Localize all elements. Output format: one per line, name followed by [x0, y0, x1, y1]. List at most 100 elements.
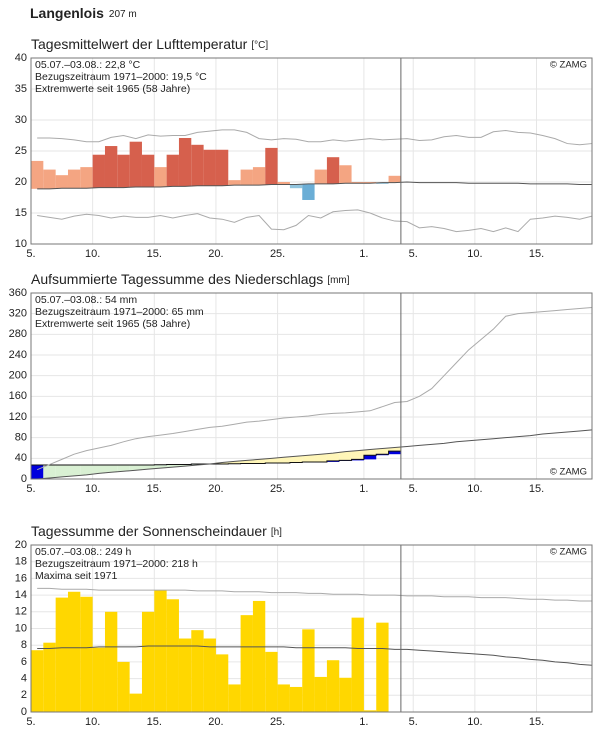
- x-tick-label: 5.: [26, 483, 35, 495]
- difference-area: [277, 457, 290, 463]
- difference-area: [154, 464, 167, 469]
- bar: [191, 144, 204, 186]
- bar: [80, 596, 93, 712]
- bar: [351, 182, 364, 184]
- y-tick-label: 40: [15, 452, 27, 464]
- y-tick-label: 35: [15, 83, 27, 95]
- bar: [154, 167, 167, 187]
- bar: [154, 590, 167, 712]
- difference-area: [339, 451, 352, 461]
- y-tick-label: 40: [15, 52, 27, 64]
- summary-note: Bezugszeitraum 1971–2000: 65 mm: [35, 306, 204, 318]
- difference-area: [265, 458, 278, 463]
- difference-area: [92, 465, 105, 474]
- bar: [215, 149, 229, 186]
- daily-increment: [31, 465, 44, 479]
- bar: [31, 160, 44, 189]
- y-tick-label: 160: [9, 390, 27, 402]
- difference-area: [166, 464, 179, 468]
- difference-area: [388, 447, 401, 452]
- bar: [277, 684, 290, 712]
- y-tick-label: 25: [15, 145, 27, 157]
- summary-note: 05.07.–03.08.: 54 mm: [35, 294, 137, 306]
- bar: [104, 146, 118, 188]
- bar: [178, 638, 192, 712]
- difference-area: [129, 465, 142, 471]
- difference-area: [326, 453, 340, 461]
- bar: [388, 175, 401, 183]
- x-tick-label: 10.: [85, 248, 100, 260]
- x-tick-label: 1.: [359, 483, 368, 495]
- title-text: Tagessumme der Sonnenscheindauer: [31, 523, 267, 539]
- bar: [92, 647, 105, 712]
- difference-area: [289, 456, 303, 463]
- location: Langenlois: [30, 5, 104, 21]
- bar: [203, 638, 216, 712]
- x-tick-label: 15.: [529, 483, 544, 495]
- bar: [252, 167, 266, 186]
- bar: [363, 710, 377, 712]
- reference-line: [37, 129, 593, 146]
- y-tick-label: 10: [15, 238, 27, 250]
- y-tick-label: 14: [15, 589, 27, 601]
- difference-area: [117, 465, 130, 472]
- bar: [228, 180, 241, 186]
- plot-border: [30, 292, 593, 480]
- bar: [166, 154, 179, 187]
- x-tick-label: 15.: [529, 716, 544, 728]
- observed-line: [31, 450, 401, 466]
- y-tick-label: 280: [9, 328, 27, 340]
- bar: [240, 615, 253, 712]
- y-tick-label: 240: [9, 349, 27, 361]
- x-tick-label: 10.: [85, 716, 100, 728]
- reference-line: [36, 306, 593, 471]
- bar: [129, 693, 142, 712]
- bar: [228, 684, 241, 712]
- difference-area: [351, 450, 364, 460]
- bar: [178, 137, 192, 187]
- plot-border: [30, 544, 593, 713]
- y-tick-label: 6: [21, 656, 27, 668]
- bar: [141, 611, 155, 712]
- reference-line: [37, 209, 593, 233]
- y-tick-label: 20: [15, 176, 27, 188]
- difference-area: [252, 459, 266, 464]
- reference-line: [37, 429, 593, 480]
- x-tick-label: 5.: [26, 716, 35, 728]
- bar: [80, 167, 93, 189]
- bar: [92, 154, 105, 188]
- x-tick-label: 15.: [529, 248, 544, 260]
- daily-increment: [363, 455, 377, 460]
- elevation: 207 m: [109, 9, 137, 20]
- title-text: Aufsummierte Tagessumme des Niederschlag…: [31, 271, 323, 287]
- bar: [215, 654, 229, 712]
- difference-area: [376, 448, 389, 455]
- bar: [67, 169, 81, 189]
- summary-note: Bezugszeitraum 1971–2000: 218 h: [35, 558, 198, 570]
- bar: [376, 182, 389, 184]
- x-tick-label: 5.: [409, 483, 418, 495]
- difference-area: [178, 464, 192, 467]
- x-tick-label: 5.: [409, 716, 418, 728]
- unit: [°C]: [251, 40, 268, 51]
- y-tick-label: 16: [15, 572, 27, 584]
- reference-line: [37, 587, 592, 602]
- bar: [265, 147, 278, 185]
- bar: [252, 600, 266, 712]
- reference-line: [37, 181, 592, 190]
- chart-title: Tagesmittelwert der Lufttemperatur [°C]: [31, 36, 268, 52]
- difference-area: [55, 465, 68, 477]
- unit: [h]: [271, 527, 282, 538]
- x-tick-label: 20.: [208, 248, 223, 260]
- y-tick-label: 8: [21, 639, 27, 651]
- y-tick-label: 30: [15, 114, 27, 126]
- bar: [314, 676, 327, 712]
- x-tick-label: 10.: [467, 483, 482, 495]
- bar: [351, 617, 364, 712]
- bar: [314, 169, 327, 184]
- summary-note: Extremwerte seit 1965 (58 Jahre): [35, 83, 190, 95]
- copyright: © ZAMG: [550, 547, 587, 558]
- bar: [104, 611, 118, 712]
